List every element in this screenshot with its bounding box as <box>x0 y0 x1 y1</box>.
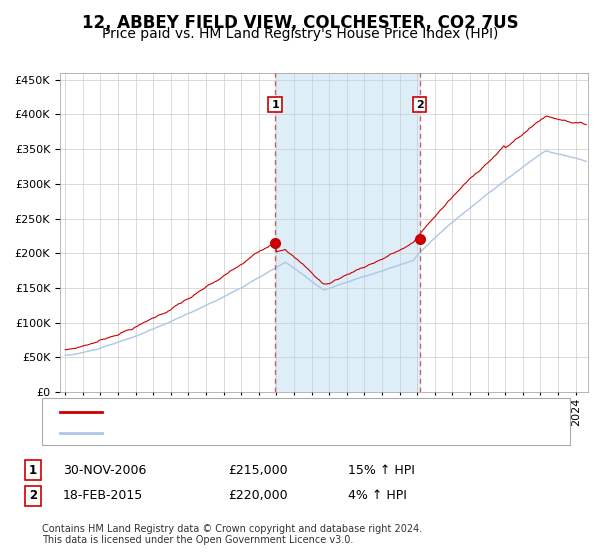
Text: 12, ABBEY FIELD VIEW, COLCHESTER, CO2 7US (semi-detached house): 12, ABBEY FIELD VIEW, COLCHESTER, CO2 7U… <box>111 405 556 418</box>
Text: 12, ABBEY FIELD VIEW, COLCHESTER, CO2 7US: 12, ABBEY FIELD VIEW, COLCHESTER, CO2 7U… <box>82 14 518 32</box>
Text: 1: 1 <box>271 100 279 110</box>
Text: £220,000: £220,000 <box>228 489 287 502</box>
Text: 2: 2 <box>416 100 424 110</box>
Text: Contains HM Land Registry data © Crown copyright and database right 2024.
This d: Contains HM Land Registry data © Crown c… <box>42 524 422 545</box>
Text: 2: 2 <box>29 489 37 502</box>
Text: £215,000: £215,000 <box>228 464 287 477</box>
Bar <box>275 73 419 392</box>
Text: 15% ↑ HPI: 15% ↑ HPI <box>348 464 415 477</box>
Text: 4% ↑ HPI: 4% ↑ HPI <box>348 489 407 502</box>
Text: 30-NOV-2006: 30-NOV-2006 <box>63 464 146 477</box>
Text: HPI: Average price, semi-detached house, Colchester: HPI: Average price, semi-detached house,… <box>111 427 444 440</box>
Text: Price paid vs. HM Land Registry's House Price Index (HPI): Price paid vs. HM Land Registry's House … <box>102 27 498 41</box>
Text: 18-FEB-2015: 18-FEB-2015 <box>63 489 143 502</box>
Text: 1: 1 <box>29 464 37 477</box>
